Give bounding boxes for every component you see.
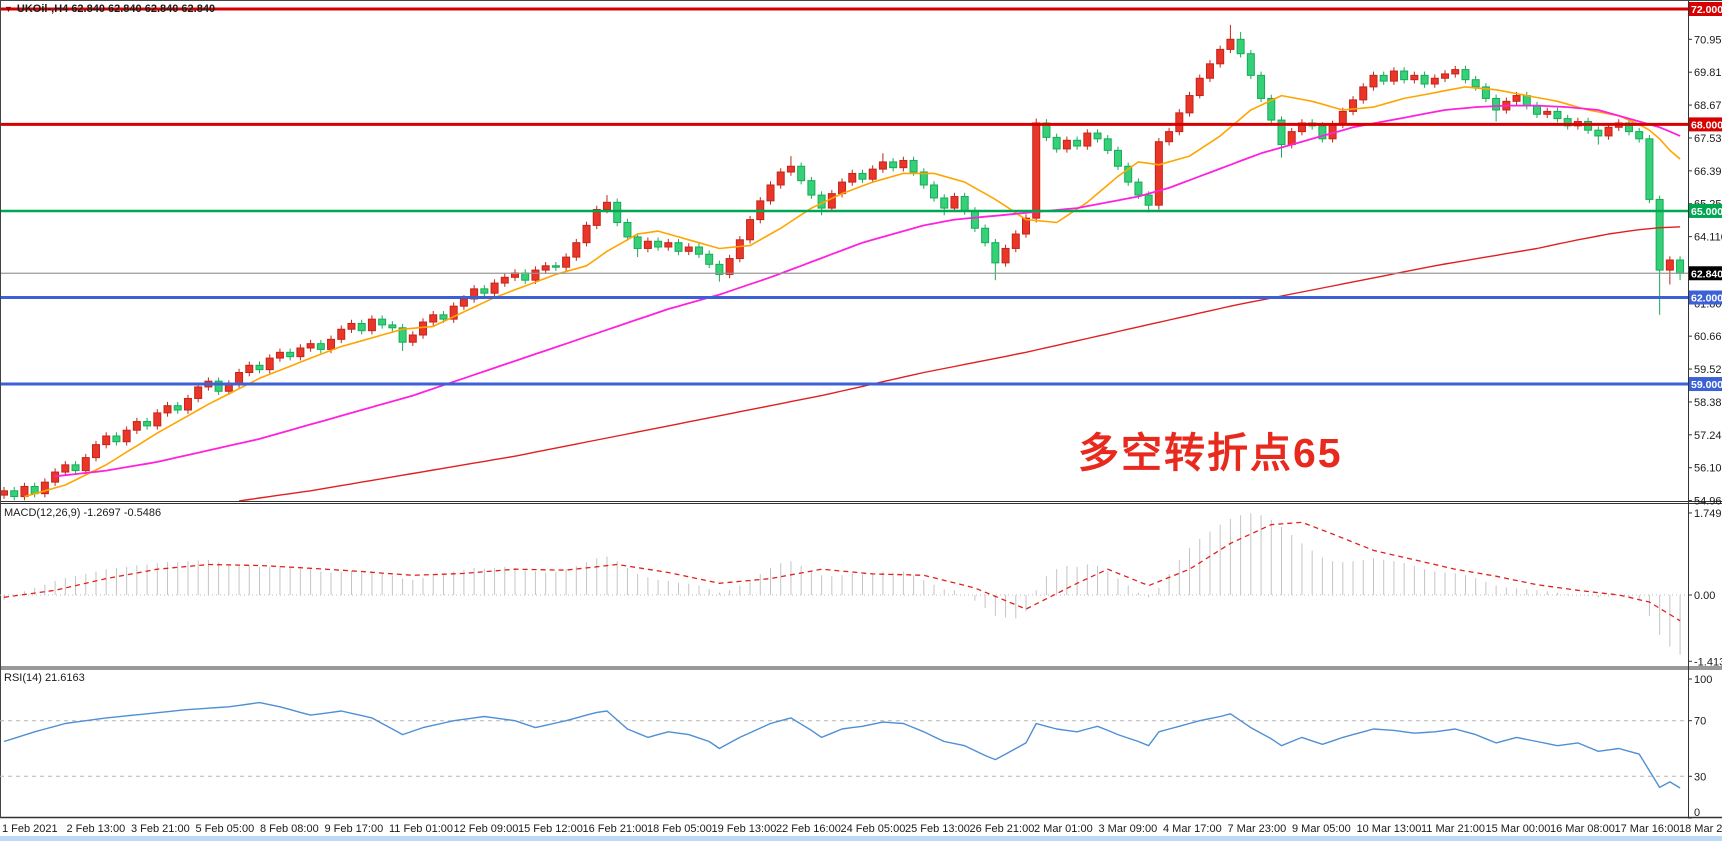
time-axis-label: 3 Feb 21:00	[131, 823, 190, 835]
price-tag-62.000	[1689, 290, 1722, 305]
time-axis-label: 18 Mar 21:15	[1679, 823, 1722, 835]
time-axis-label: 12 Feb 09:00	[454, 823, 519, 835]
rsi-axis-label: 30	[1694, 771, 1706, 783]
ma-mid-magenta-line	[54, 104, 1681, 478]
candlestick-series[interactable]	[0, 24, 1685, 501]
rsi-axis-label: 70	[1694, 716, 1706, 728]
price-tag-text: 65.000	[1691, 206, 1722, 218]
price-axis-label: 68.670	[1694, 100, 1722, 112]
price-axis-label: 70.950	[1694, 34, 1722, 46]
price-axis-label: 56.100	[1694, 463, 1722, 475]
time-axis-label: 17 Mar 16:00	[1615, 823, 1680, 835]
price-axis-label: 58.380	[1694, 397, 1722, 409]
symbol-info-line: ▼ UKOil-,H4 62.840 62.840 62.840 62.840	[4, 3, 215, 15]
macd-histogram	[3, 513, 1681, 655]
ma-slow-red-line	[239, 226, 1681, 502]
time-axis-label: 24 Feb 05:00	[841, 823, 906, 835]
price-tag-text: 62.840	[1691, 268, 1722, 280]
price-tag-62.840	[1689, 266, 1722, 281]
price-axis-label: 66.390	[1694, 166, 1722, 178]
time-axis-label: 16 Feb 21:00	[583, 823, 648, 835]
rsi-axis-label: 0	[1694, 807, 1700, 819]
chart-text-annotation[interactable]: 多空转折点65	[1078, 430, 1343, 476]
time-axis-label: 9 Feb 17:00	[325, 823, 384, 835]
price-axis-label: 57.240	[1694, 430, 1722, 442]
price-tag-text: 62.000	[1691, 293, 1722, 305]
ma-fast-orange-line	[24, 86, 1681, 498]
price-tag-text: 72.000	[1691, 4, 1722, 16]
macd-axis-label: 1.7497	[1694, 508, 1722, 520]
time-axis-label: 19 Feb 13:00	[712, 823, 777, 835]
time-axis-label: 3 Mar 09:00	[1099, 823, 1158, 835]
time-axis-label: 2 Feb 13:00	[67, 823, 126, 835]
price-tag-59.000	[1689, 377, 1722, 392]
macd-indicator-label: MACD(12,26,9) -1.2697 -0.5486	[4, 507, 162, 519]
price-axis-label: 54.960	[1694, 496, 1722, 508]
time-axis-label: 9 Mar 05:00	[1292, 823, 1351, 835]
price-tag-text: 59.000	[1691, 379, 1722, 391]
time-axis-label: 16 Mar 08:00	[1550, 823, 1615, 835]
macd-signal-line	[3, 521, 1681, 622]
time-axis-label: 2 Mar 01:00	[1034, 823, 1093, 835]
time-axis-label: 11 Mar 21:00	[1421, 823, 1485, 835]
time-axis-label: 5 Feb 05:00	[196, 823, 255, 835]
price-tag-68.000	[1689, 117, 1722, 132]
price-axis-label: 59.520	[1694, 364, 1722, 376]
time-axis-label: 8 Feb 08:00	[260, 823, 319, 835]
macd-axis-label: -1.4135	[1694, 656, 1722, 668]
time-axis-label: 18 Feb 05:00	[647, 823, 712, 835]
time-axis-label: 1 Feb 2021	[2, 823, 58, 835]
sell-direction-icon: ▼	[4, 4, 13, 14]
time-axis-label: 11 Feb 01:00	[389, 823, 453, 835]
price-axis-label: 60.660	[1694, 331, 1722, 343]
time-axis-label: 22 Feb 16:00	[776, 823, 841, 835]
time-axis-label: 15 Feb 12:00	[518, 823, 583, 835]
price-axis-label: 64.110	[1694, 232, 1722, 244]
price-tag-65.000	[1689, 203, 1722, 218]
time-axis-label: 4 Mar 17:00	[1163, 823, 1222, 835]
price-axis-label: 69.810	[1694, 67, 1722, 79]
time-axis-label: 26 Feb 21:00	[970, 823, 1035, 835]
rsi-axis-label: 100	[1694, 674, 1712, 686]
window-bottom-strip	[0, 836, 1722, 841]
price-tag-text: 68.000	[1691, 119, 1722, 131]
rsi-line	[3, 701, 1681, 789]
symbol-ohlc-text: UKOil-,H4 62.840 62.840 62.840 62.840	[16, 3, 216, 15]
price-axis-label: 67.530	[1694, 133, 1722, 145]
rsi-indicator-label: RSI(14) 21.6163	[4, 672, 85, 684]
time-axis-label: 25 Feb 13:00	[905, 823, 970, 835]
time-axis-label: 15 Mar 00:00	[1486, 823, 1551, 835]
macd-axis-label: 0.00	[1694, 590, 1715, 602]
time-axis-label: 10 Mar 13:00	[1357, 823, 1422, 835]
price-tag-72.000	[1689, 2, 1722, 16]
time-axis-label: 7 Mar 23:00	[1228, 823, 1287, 835]
